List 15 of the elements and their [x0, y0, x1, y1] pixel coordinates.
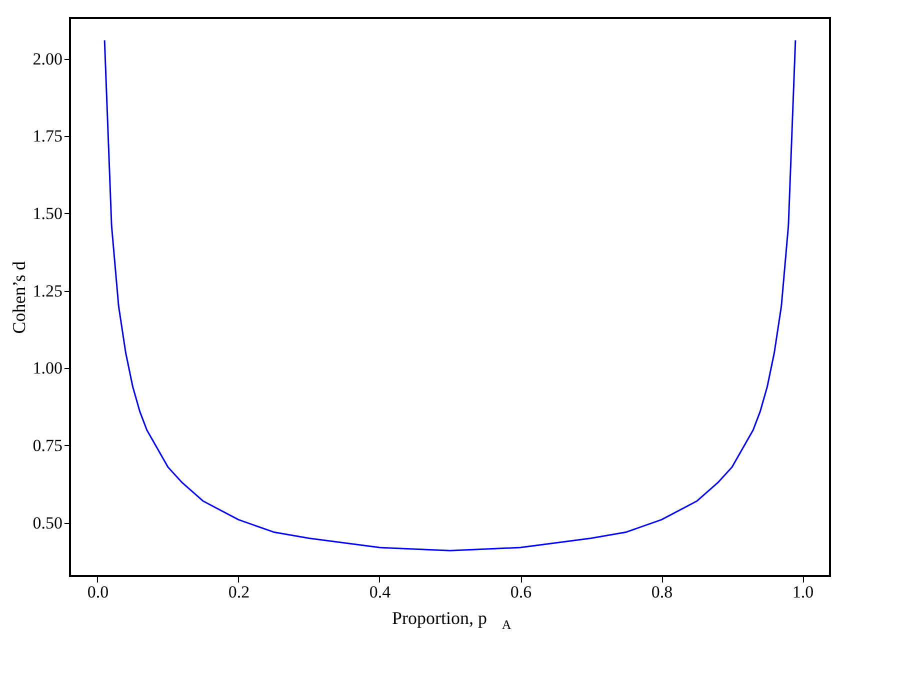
- x-tick-label: 0.6: [510, 582, 532, 602]
- y-tick-label: 0.75: [32, 436, 62, 455]
- line-series: [104, 40, 796, 552]
- x-tick-label: 0.0: [87, 582, 109, 602]
- y-tick-label: 1.75: [32, 126, 62, 146]
- x-tick-label: 0.8: [651, 582, 673, 602]
- y-tick-label: 1.00: [32, 358, 62, 378]
- y-tick-label: 1.25: [32, 281, 62, 300]
- y-tick-label: 1.50: [32, 204, 62, 223]
- x-tick-label: 0.2: [228, 582, 250, 602]
- x-tick-label: 1.0: [792, 582, 814, 602]
- y-tick-label: 0.50: [32, 513, 62, 532]
- y-tick-label: 2.00: [32, 49, 62, 68]
- y-axis-title: Cohen’s d: [8, 261, 29, 334]
- x-tick-label: 0.4: [369, 582, 392, 602]
